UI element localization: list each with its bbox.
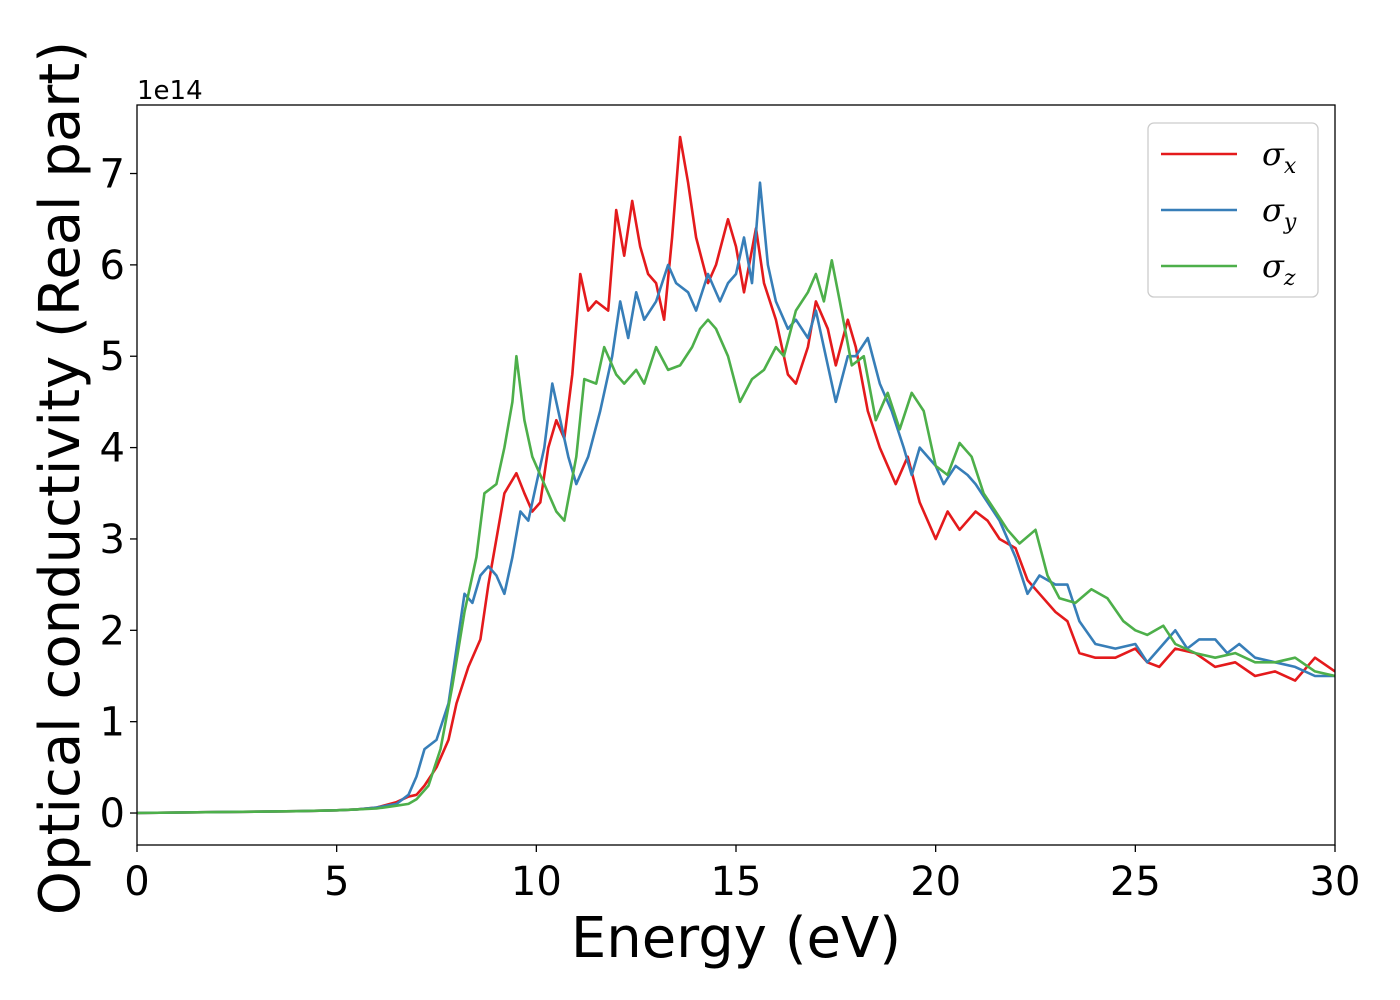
x-tick-label: 5 bbox=[324, 859, 349, 905]
y-tick-label: 2 bbox=[100, 608, 125, 654]
y-tick-label: 0 bbox=[100, 791, 125, 837]
x-tick-label: 15 bbox=[711, 859, 762, 905]
x-axis-ticks: 0 5 10 15 20 25 30 bbox=[124, 845, 1360, 905]
y-tick-label: 5 bbox=[100, 334, 125, 380]
y-offset-text: 1e14 bbox=[137, 76, 203, 106]
x-tick-label: 30 bbox=[1310, 859, 1361, 905]
y-tick-label: 3 bbox=[100, 517, 125, 563]
x-tick-label: 25 bbox=[1110, 859, 1161, 905]
legend-label-y: σy bbox=[1262, 191, 1297, 235]
legend-items: σx σy σz bbox=[1161, 135, 1297, 291]
legend-label-z: σz bbox=[1262, 247, 1296, 291]
y-tick-label: 1 bbox=[100, 700, 125, 746]
y-tick-label: 7 bbox=[100, 152, 125, 198]
legend: σx σy σz bbox=[1147, 122, 1319, 298]
series-layer bbox=[137, 135, 1335, 815]
legend-label-x: σx bbox=[1262, 135, 1297, 179]
x-tick-label: 10 bbox=[511, 859, 562, 905]
series-line-x bbox=[137, 135, 1335, 815]
x-tick-label: 20 bbox=[910, 859, 961, 905]
x-axis-label: Energy (eV) bbox=[571, 906, 901, 971]
y-tick-label: 4 bbox=[100, 426, 125, 472]
y-tick-label: 6 bbox=[100, 243, 125, 289]
y-axis-ticks: 0 1 2 3 4 5 6 7 bbox=[100, 152, 137, 837]
y-axis-label: Optical conductivity (Real part) bbox=[28, 41, 93, 915]
x-tick-label: 0 bbox=[124, 859, 149, 905]
series-line-y bbox=[137, 181, 1335, 815]
series-line-z bbox=[137, 259, 1335, 815]
